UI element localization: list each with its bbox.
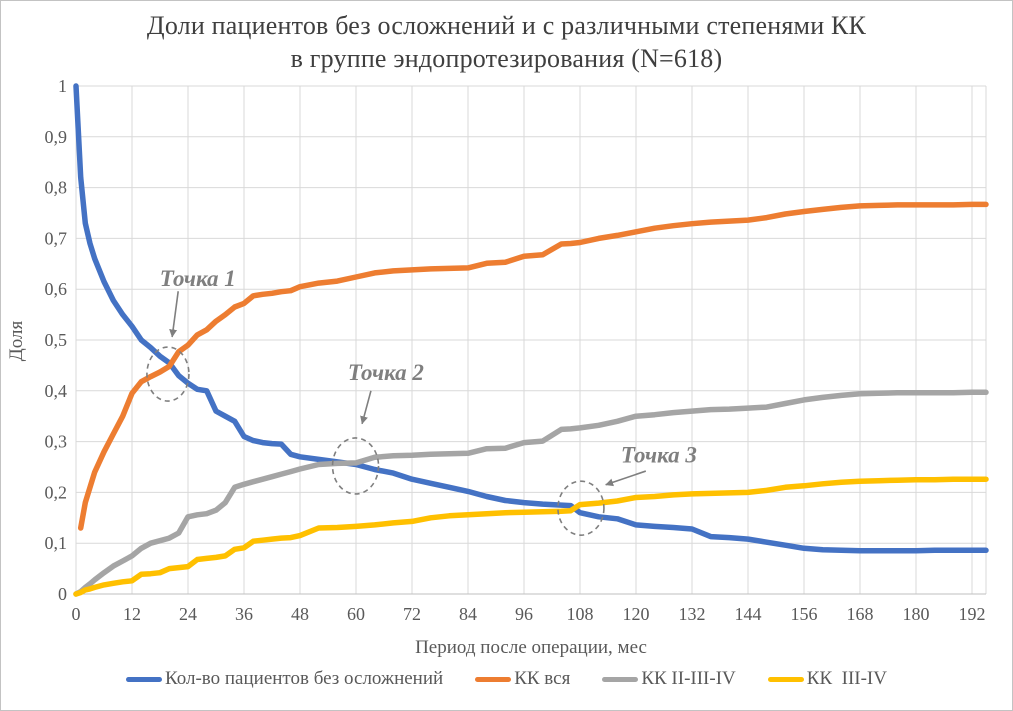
legend-item-3: КК III-IV [767, 668, 887, 690]
legend-item-2: КК II-III-IV [602, 668, 736, 690]
annotation-circle-3 [557, 480, 605, 536]
y-tick-label: 0,7 [45, 228, 68, 248]
x-tick-label: 36 [235, 604, 253, 624]
legend-label: КК II-III-IV [641, 668, 736, 689]
y-tick-label: 0,9 [45, 127, 68, 147]
series-line-0 [73, 83, 989, 554]
x-tick-label: 180 [903, 604, 930, 624]
x-tick-label: 48 [291, 604, 309, 624]
series-line-2 [73, 389, 989, 597]
series-line-1 [77, 201, 989, 531]
x-tick-label: 96 [515, 604, 533, 624]
annotation-label-3: Точка 3 [621, 442, 697, 467]
y-axis-title: Доля [6, 320, 27, 362]
y-tick-label: 0,6 [45, 279, 68, 299]
x-tick-label: 156 [791, 604, 818, 624]
legend-item-0: Кол-во пациентов без осложнений [126, 668, 443, 690]
annotation-circle-1 [146, 346, 190, 402]
y-tick-label: 1 [58, 76, 67, 96]
x-tick-label: 12 [123, 604, 141, 624]
annotation-label-1: Точка 1 [160, 266, 236, 291]
legend-label: КК III-IV [806, 668, 887, 689]
legend-label: КК вся [514, 668, 571, 689]
y-tick-label: 0,3 [45, 432, 68, 452]
legend-marker-icon [602, 676, 639, 682]
annotation-arrow-1 [169, 291, 179, 338]
legend-item-1: КК вся [475, 668, 570, 690]
x-tick-label: 84 [459, 604, 477, 624]
legend: Кол-во пациентов без осложнений КК вся КК … [1, 664, 1012, 694]
series-line-3 [73, 476, 989, 597]
chart-title-line1: Доли пациентов без осложнений и с различ… [146, 11, 867, 40]
x-tick-label: 120 [623, 604, 650, 624]
legend-label: Кол-во пациентов без осложнений [165, 668, 444, 689]
legend-marker-icon [126, 676, 163, 682]
y-tick-label: 0,5 [45, 330, 68, 350]
y-tick-label: 0,4 [45, 381, 68, 401]
x-tick-label: 144 [735, 604, 762, 624]
x-tick-label: 24 [179, 604, 197, 624]
x-tick-label: 60 [347, 604, 365, 624]
annotation-circle-2 [331, 437, 380, 495]
legend-marker-icon [767, 676, 804, 682]
chart-title: Доли пациентов без осложнений и с различ… [1, 9, 1012, 75]
annotation-arrow-3 [605, 470, 647, 487]
x-tick-label: 168 [847, 604, 874, 624]
annotation-label-2: Точка 2 [348, 360, 424, 385]
x-tick-label: 0 [72, 604, 81, 624]
x-tick-label: 108 [567, 604, 594, 624]
legend-marker-icon [475, 676, 512, 682]
y-tick-label: 0,8 [45, 178, 68, 198]
annotation-arrow-2 [360, 390, 372, 425]
chart-title-line2: в группе эндопротезирования (N=618) [290, 44, 723, 73]
y-tick-label: 0,2 [45, 482, 68, 502]
y-tick-label: 0 [58, 584, 67, 604]
x-tick-label: 192 [959, 604, 986, 624]
x-tick-label: 72 [403, 604, 421, 624]
x-axis-title: Период после операции, мес [415, 637, 647, 658]
x-tick-label: 132 [679, 604, 706, 624]
y-tick-label: 0,1 [45, 533, 68, 553]
